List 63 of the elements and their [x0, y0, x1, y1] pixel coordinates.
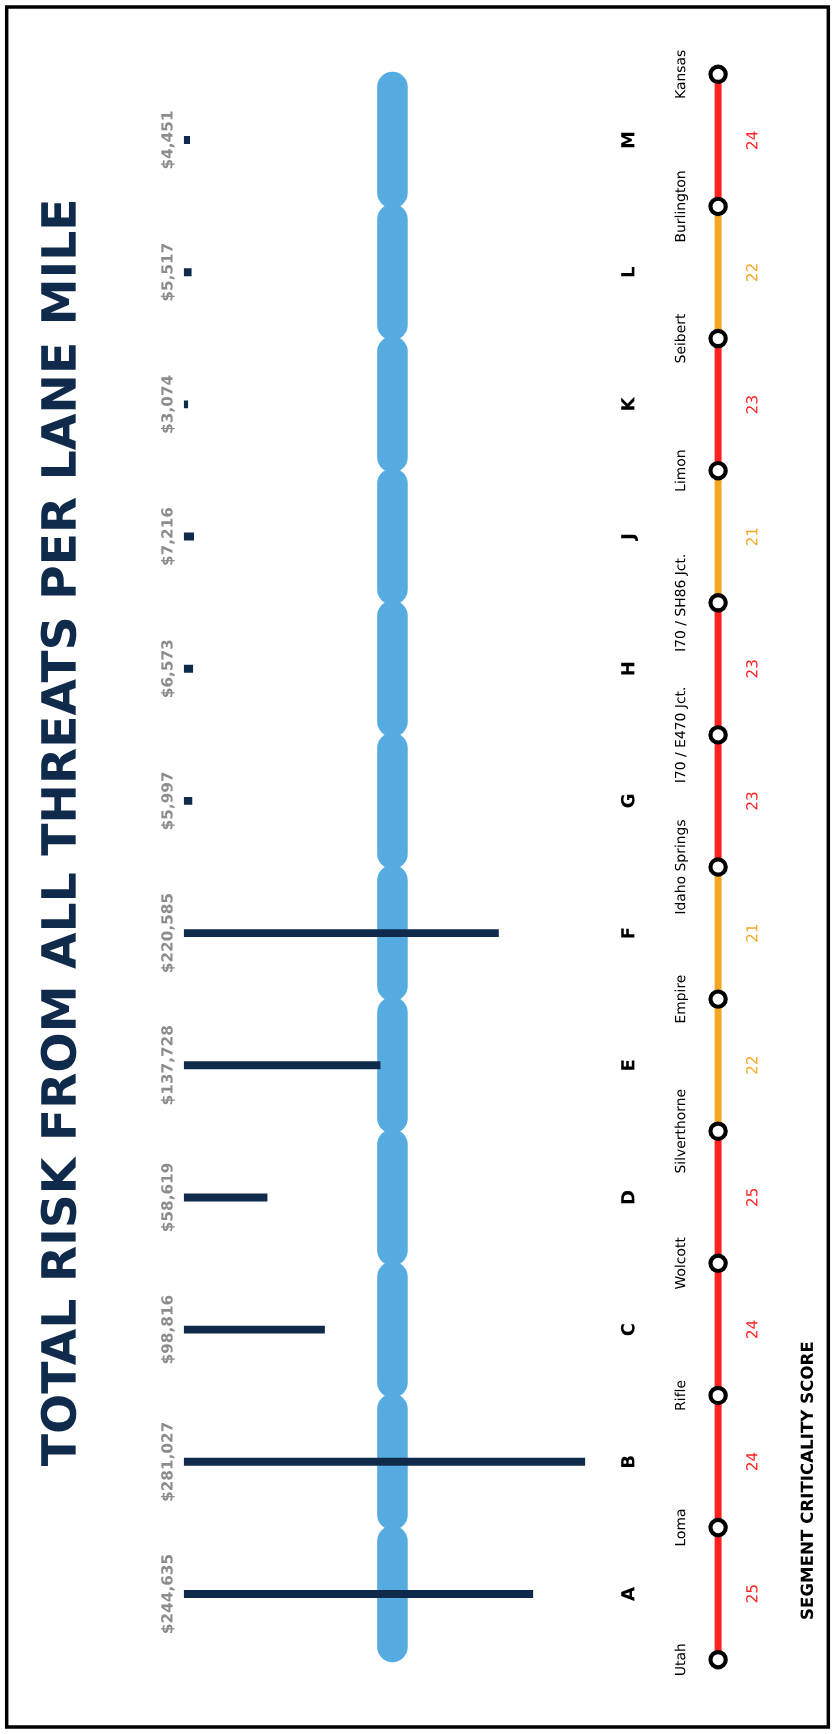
bar — [183, 532, 195, 541]
y-tick-label: K — [621, 396, 635, 410]
text: 21 — [746, 528, 758, 546]
bar — [183, 1061, 381, 1070]
y-tick-label: C — [620, 1324, 635, 1336]
y-tick-label: A — [621, 1587, 635, 1601]
text: Idaho Springs — [674, 820, 689, 914]
y-tick-label: G — [620, 794, 635, 808]
y-tick-label: B — [621, 1456, 635, 1468]
data-label: $220,585 — [160, 894, 175, 972]
y-tick-label: F — [621, 928, 635, 938]
text: TOTAL RISK FROM ALL THREATS PER LANE MILE — [40, 201, 77, 1466]
text: Silverthorne — [674, 1089, 686, 1173]
text: Wolcott — [674, 1237, 686, 1290]
bar — [183, 1590, 534, 1598]
text: 21 — [746, 924, 758, 942]
text: Kansas — [675, 50, 686, 98]
data-label: $98,816 — [160, 1295, 175, 1364]
data-label: $3,074 — [160, 375, 175, 433]
y-tick-label: L — [621, 266, 635, 277]
text: SEGMENT CRITICALITY SCORE — [800, 1342, 814, 1619]
text: Seibert — [674, 314, 686, 363]
bar — [183, 268, 192, 277]
data-label: $281,027 — [160, 1422, 175, 1501]
text: 23 — [746, 396, 758, 414]
y-tick-label: D — [621, 1190, 635, 1204]
data-label: $58,619 — [160, 1163, 175, 1232]
data-label: $4,451 — [160, 111, 175, 169]
data-label: $5,997 — [160, 772, 175, 830]
bar — [183, 1325, 325, 1334]
text: 24 — [746, 1320, 758, 1338]
text: 22 — [746, 1056, 758, 1074]
text: 22 — [746, 264, 758, 282]
bar — [183, 1457, 586, 1466]
text: Utah — [674, 1644, 686, 1675]
bar — [183, 400, 189, 409]
text: 24 — [746, 1452, 758, 1471]
text: 25 — [746, 1585, 758, 1603]
bar — [183, 136, 191, 144]
data-label: $7,216 — [160, 507, 175, 565]
y-tick-label: H — [621, 662, 635, 675]
data-label: $6,573 — [160, 640, 175, 698]
text: I70 / SH86 Jct. — [674, 555, 688, 651]
y-tick-label: E — [621, 1060, 635, 1070]
data-label: $137,728 — [160, 1026, 175, 1105]
y-tick-label: J — [621, 534, 638, 541]
bar — [183, 796, 193, 805]
data-label: $5,517 — [160, 243, 175, 301]
text: 23 — [746, 660, 758, 678]
text: Rifle — [674, 1380, 686, 1410]
text: Empire — [674, 975, 689, 1023]
data-label: $244,635 — [160, 1554, 175, 1633]
bar — [183, 664, 194, 673]
text: 24 — [746, 131, 758, 149]
bar — [183, 1193, 268, 1202]
text: 23 — [746, 792, 758, 810]
text: 25 — [746, 1188, 758, 1206]
text: Burlington — [674, 171, 689, 242]
text: Loma — [675, 1509, 686, 1546]
bar — [183, 929, 499, 938]
text: Limon — [674, 450, 686, 491]
text: I70 / E470 Jct. — [674, 688, 688, 782]
y-tick-label: M — [621, 132, 635, 148]
